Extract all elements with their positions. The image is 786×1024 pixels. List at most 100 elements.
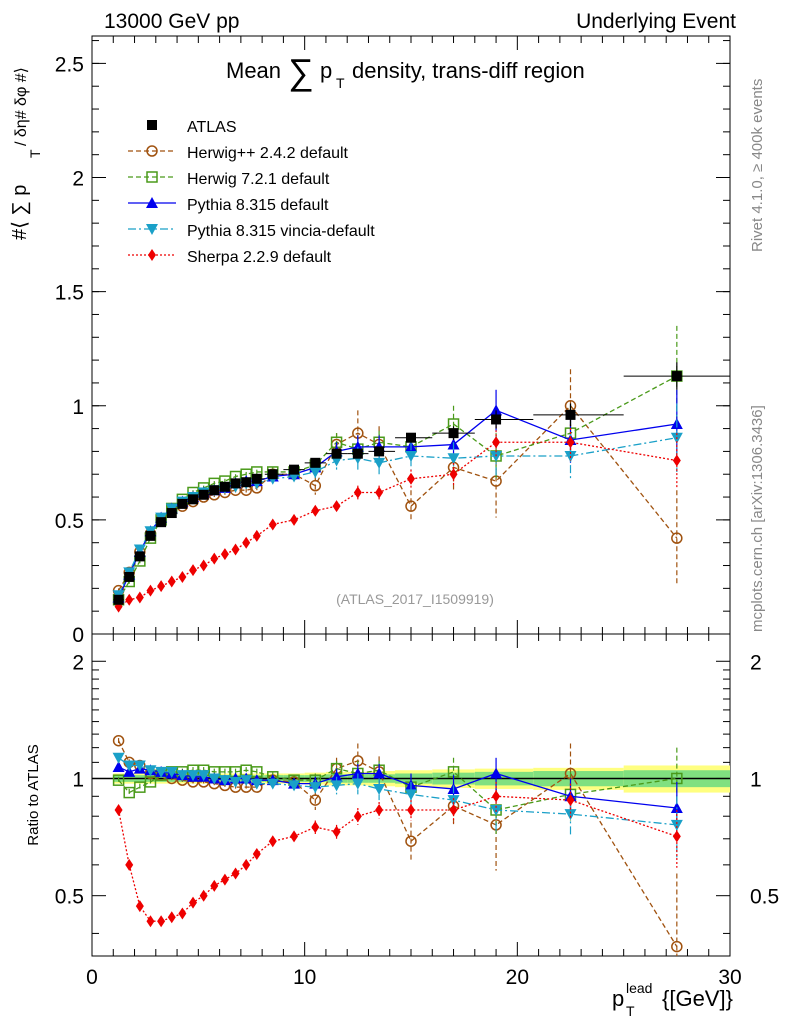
legend-item: Pythia 8.315 default — [128, 197, 329, 214]
legend-marker — [146, 145, 158, 157]
ratio-ytick-label-right: 1 — [750, 768, 762, 791]
ratio-data-point — [332, 825, 341, 838]
data-point — [407, 472, 415, 485]
ratio-xlabel: p T lead {[GeV]} — [612, 980, 733, 1019]
plot-title: Mean ∑ p T density, trans-diff region — [226, 51, 585, 92]
title-p: p — [320, 58, 332, 83]
xlabel-p: p — [612, 986, 624, 1011]
data-point — [113, 594, 124, 605]
data-point — [290, 513, 299, 526]
ratio-data-point — [176, 770, 189, 782]
data-point — [189, 564, 198, 577]
ratio-data-point — [490, 767, 503, 779]
data-point — [178, 570, 187, 583]
data-point — [332, 500, 341, 513]
data-point — [125, 593, 134, 606]
header-left: 13000 GeV pp — [104, 10, 239, 33]
ratio-data-point — [492, 790, 501, 803]
ratio-ytick-label: 1 — [72, 768, 84, 791]
ratio-data-point — [133, 760, 146, 772]
data-point — [145, 530, 156, 541]
legend-marker — [146, 224, 158, 235]
ratio-data-point — [220, 873, 229, 886]
ratio-data-point — [146, 915, 155, 928]
ratio-series-line — [117, 795, 678, 922]
ratio-data-point — [252, 847, 261, 860]
data-point — [309, 479, 322, 492]
data-point — [310, 457, 321, 468]
ratio-data-point — [240, 775, 253, 787]
data-point — [672, 454, 681, 467]
data-point — [199, 559, 208, 572]
ratio-data-point — [330, 780, 343, 792]
main-ytick-label: 0.5 — [55, 510, 84, 533]
ratio-series-sherpa-2-2-9-default — [114, 781, 681, 928]
main-ytick-label: 0 — [72, 624, 84, 647]
legend-label: Herwig 7.2.1 default — [187, 171, 330, 188]
ratio-data-point — [210, 879, 219, 892]
ratio-data-point — [330, 770, 343, 782]
main-ytick-label: 1.5 — [55, 282, 84, 305]
data-point — [375, 486, 384, 499]
data-point — [209, 485, 220, 496]
data-point — [353, 486, 362, 499]
ratio-data-point — [242, 858, 251, 871]
ratio-data-point — [449, 803, 458, 816]
legend: ATLAS Herwig++ 2.4.2 default Herwig 7.2.1 … — [128, 119, 375, 266]
ratio-data-point — [672, 830, 681, 843]
ratio-xtick-label: 0 — [86, 966, 98, 989]
legend-marker — [146, 171, 158, 183]
title-sub: T — [336, 75, 345, 91]
series-sherpa-2-2-9-default — [114, 424, 681, 613]
xlabel-sup: lead — [626, 980, 652, 996]
data-point — [405, 500, 417, 512]
data-point — [566, 436, 575, 449]
ratio-ylabel: Ratio to ATLAS — [25, 744, 42, 845]
data-point — [242, 536, 251, 549]
data-point — [252, 529, 261, 542]
ratio-data-point — [670, 819, 683, 831]
data-point — [490, 404, 503, 416]
analysis-watermark: (ATLAS_2017_I1509919) — [336, 591, 494, 607]
series-line — [117, 437, 677, 596]
legend-marker — [147, 120, 157, 130]
ratio-data-point — [288, 780, 301, 792]
data-point — [289, 464, 300, 475]
data-point — [134, 551, 145, 562]
ratio-data-point — [566, 794, 575, 807]
ratio-data-point — [231, 867, 240, 880]
series-herwig-7-2-1-default — [112, 325, 683, 606]
ratio-data-point — [157, 915, 166, 928]
data-point — [447, 453, 460, 465]
ratio-data-point — [407, 803, 415, 816]
ratio-data-point — [375, 803, 384, 816]
main-axis-ticks: 0 0.5 1 1.5 2 2.5 — [55, 36, 731, 647]
ratio-data-point — [351, 767, 364, 779]
ratio-data-point — [144, 765, 157, 777]
data-point — [210, 552, 219, 565]
data-point — [492, 436, 501, 449]
data-point — [267, 469, 278, 480]
ratio-data-point — [114, 803, 123, 816]
data-point — [406, 432, 416, 443]
data-point — [374, 446, 385, 457]
data-point — [219, 481, 230, 492]
data-point — [135, 591, 144, 604]
rivet-label: Rivet 4.1.0, ≥ 400k events — [749, 79, 766, 252]
ratio-ytick-label-right: 2 — [750, 651, 762, 674]
main-ytick-label: 2.5 — [55, 53, 84, 76]
data-point — [157, 580, 166, 593]
data-point — [124, 571, 135, 582]
legend-label: ATLAS — [187, 119, 237, 136]
ratio-ytick-label-right: 0.5 — [750, 886, 779, 909]
data-point — [448, 428, 459, 439]
data-point — [352, 448, 363, 459]
data-point — [491, 414, 502, 425]
ratio-data-point — [311, 821, 320, 834]
legend-label: Sherpa 2.2.9 default — [187, 249, 332, 266]
ylabel-pre: #⟨ ∑ p — [9, 185, 31, 240]
data-point — [251, 473, 262, 484]
data-point — [177, 498, 188, 509]
ratio-data-point — [112, 734, 125, 747]
ratio-data-point — [123, 760, 136, 772]
